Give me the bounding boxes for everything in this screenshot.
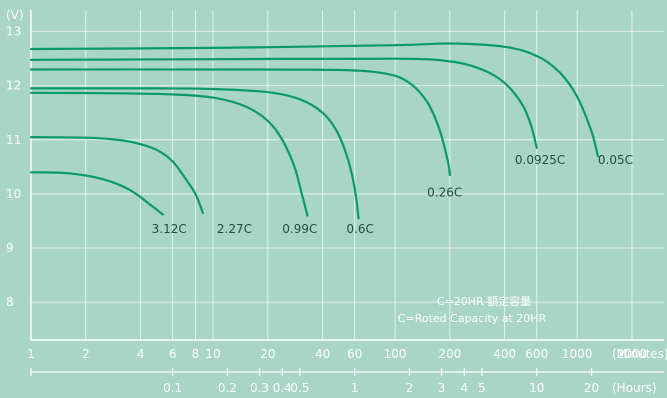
x-tick-label-minutes: 20 bbox=[260, 347, 275, 361]
x-tick-label-hours: 0.2 bbox=[218, 381, 237, 395]
y-tick-label: 12 bbox=[6, 79, 21, 93]
x-tick-label-minutes: 2 bbox=[82, 347, 90, 361]
x-tick-label-minutes: 8 bbox=[192, 347, 200, 361]
series-label: 0.99C bbox=[282, 222, 317, 236]
grid bbox=[30, 10, 664, 340]
series-line-3.12C bbox=[29, 171, 164, 216]
x-tick-label-minutes: 400 bbox=[493, 347, 516, 361]
x-tick-label-hours: 0.3 bbox=[250, 381, 269, 395]
series-label: 2.27C bbox=[217, 222, 252, 236]
series-group: 3.12C 2.27C 0.99C 0.6C 0.26C 0.0925C 0.05C bbox=[29, 42, 633, 236]
x-tick-label-hours: 5 bbox=[478, 381, 486, 395]
series-label: 0.0925C bbox=[515, 153, 565, 167]
y-tick-label: 13 bbox=[6, 25, 21, 39]
y-axis-unit: (V) bbox=[6, 8, 24, 22]
series-line-0.6C bbox=[29, 87, 360, 220]
x-tick-label-hours: 0.4 bbox=[273, 381, 292, 395]
x-tick-label-minutes: 200 bbox=[438, 347, 461, 361]
x-tick-label-hours: 2 bbox=[406, 381, 414, 395]
x-axis-unit-hours: (Hours) bbox=[612, 381, 657, 395]
x-tick-label-minutes: 1000 bbox=[562, 347, 593, 361]
y-tick-label: 10 bbox=[6, 187, 21, 201]
y-tick-label: 11 bbox=[6, 133, 21, 147]
x-tick-label-hours: 0.5 bbox=[290, 381, 309, 395]
series-label: 3.12C bbox=[152, 222, 187, 236]
series-label: 0.26C bbox=[427, 186, 462, 200]
y-tick-label: 9 bbox=[6, 241, 14, 255]
series-line-2.27C bbox=[29, 136, 204, 214]
x-tick-label-hours: 10 bbox=[529, 381, 544, 395]
annotation-capacity-cn: C=20HR 額定容量 bbox=[437, 294, 531, 308]
x-tick-label-minutes: 40 bbox=[315, 347, 330, 361]
annotation-capacity-en: C=Roted Capacity at 20HR bbox=[398, 312, 547, 325]
x-tick-label-minutes: 2000 bbox=[617, 347, 648, 361]
x-tick-label-hours: 1 bbox=[351, 381, 359, 395]
x-tick-label-hours: 20 bbox=[584, 381, 599, 395]
x-tick-label-hours: 0.1 bbox=[163, 381, 182, 395]
x-tick-label-minutes: 10 bbox=[205, 347, 220, 361]
x-tick-label-minutes: 600 bbox=[525, 347, 548, 361]
series-line-0.05C bbox=[29, 42, 599, 158]
series-line-0.0925C bbox=[29, 57, 538, 150]
x-tick-label-hours: 4 bbox=[460, 381, 468, 395]
x-tick-label-minutes: 100 bbox=[384, 347, 407, 361]
x-tick-label-minutes: 1 bbox=[27, 347, 35, 361]
series-label: 0.6C bbox=[346, 222, 373, 236]
x-tick-label-minutes: 6 bbox=[169, 347, 177, 361]
x-tick-label-minutes: 60 bbox=[347, 347, 362, 361]
series-label: 0.05C bbox=[598, 153, 633, 167]
series-line-0.26C bbox=[29, 68, 451, 177]
x-tick-label-hours: 3 bbox=[438, 381, 446, 395]
y-tick-label: 8 bbox=[6, 295, 14, 309]
x-tick-label-minutes: 4 bbox=[137, 347, 145, 361]
x-axis-unit-minutes: (Minutes) bbox=[612, 347, 667, 361]
series-line-0.99C bbox=[29, 91, 309, 217]
